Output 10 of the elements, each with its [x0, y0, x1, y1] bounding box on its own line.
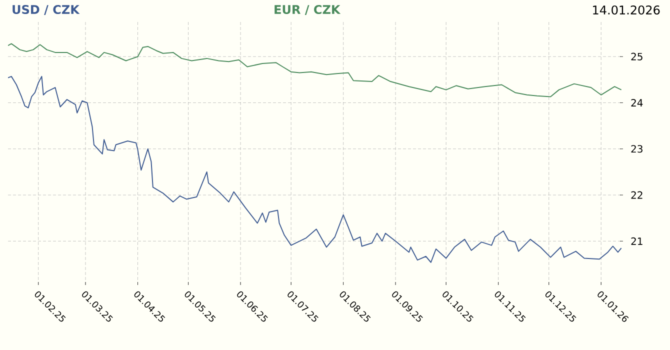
text: 14.01.2026 [593, 5, 660, 15]
text: USD / CZK [12, 4, 80, 16]
y-tick-label: 22 [631, 191, 642, 199]
line-series [8, 43, 622, 98]
y-tick-label: 23 [631, 145, 642, 153]
y-tick-label: 25 [631, 52, 642, 60]
y-tick-label: 21 [631, 237, 642, 245]
y-tick-label: 24 [631, 99, 643, 106]
line-series [8, 76, 622, 263]
text: EUR / CZK [274, 4, 341, 16]
